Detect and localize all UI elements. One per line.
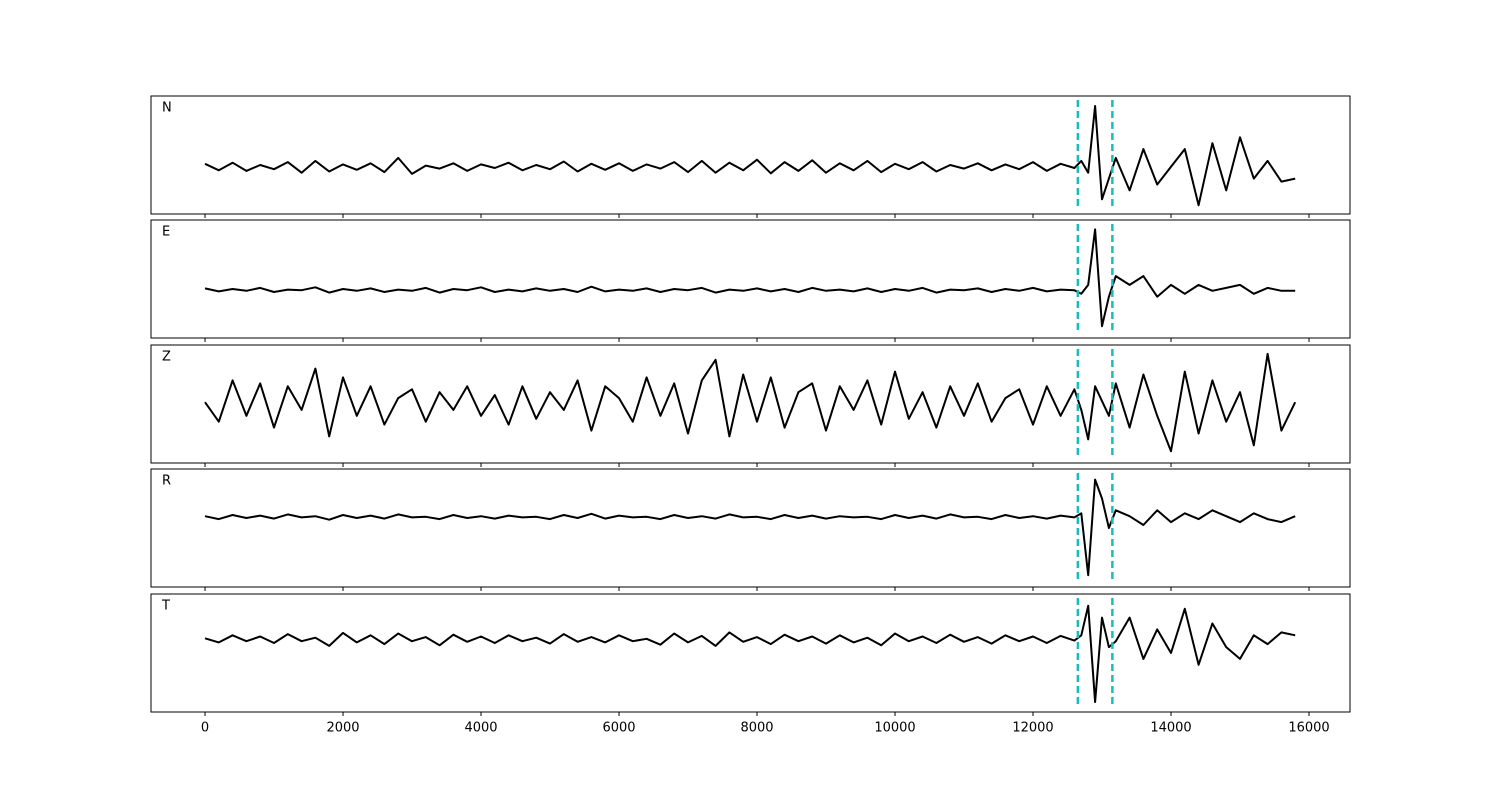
x-tick-label: 14000 (1150, 721, 1191, 736)
x-tick-label: 8000 (740, 721, 773, 736)
panel-label: N (162, 101, 172, 116)
panel-frame (150, 219, 1351, 339)
panel-frame (150, 344, 1351, 464)
panel-label: Z (162, 350, 171, 365)
trace (204, 604, 1296, 703)
x-tick-label: 0 (201, 721, 209, 736)
x-tick-label: 2000 (326, 721, 359, 736)
panel-frame (150, 95, 1351, 215)
trace (204, 352, 1297, 453)
panel-label: E (162, 225, 170, 240)
x-tick-label: 16000 (1288, 721, 1329, 736)
trace (204, 105, 1296, 207)
trace (204, 228, 1296, 328)
panel-frame (150, 593, 1351, 713)
panel-label: R (162, 474, 171, 489)
x-tick-label: 10000 (874, 721, 915, 736)
panel-frame (150, 468, 1351, 588)
panel-label: T (161, 599, 170, 614)
x-tick-label: 6000 (602, 721, 635, 736)
x-tick-label: 4000 (464, 721, 497, 736)
x-tick-label: 12000 (1012, 721, 1053, 736)
trace (204, 478, 1296, 577)
